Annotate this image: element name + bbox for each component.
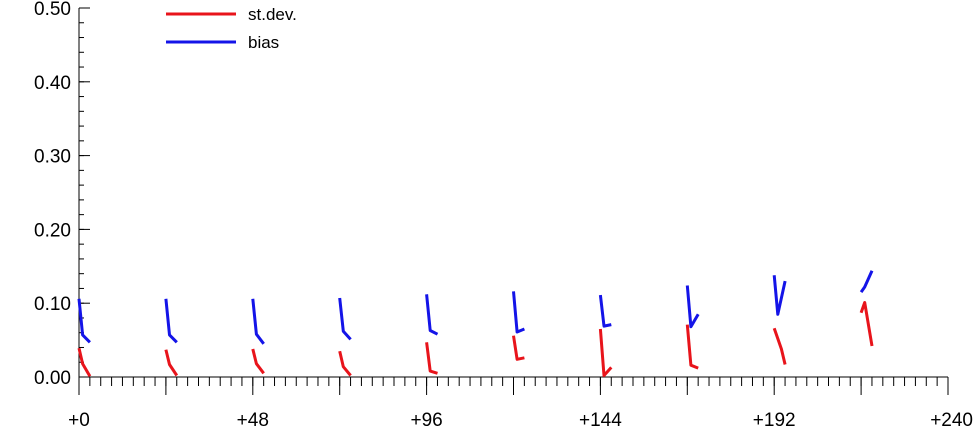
legend-label: st.dev. <box>248 5 297 24</box>
series-segment <box>251 348 265 375</box>
x-tick-label: +240 <box>930 410 973 431</box>
y-tick-label: 0.30 <box>34 147 71 168</box>
series-segment <box>859 301 874 347</box>
series-segment <box>338 297 352 341</box>
y-tick-label: 0.10 <box>34 294 71 315</box>
series-segment <box>598 294 612 328</box>
plot-area <box>77 270 874 378</box>
series-segment <box>859 270 874 293</box>
x-tick-label: +96 <box>410 410 442 431</box>
y-tick-labels: 0.00 0.10 0.20 0.30 0.40 0.50 <box>34 0 71 389</box>
series-bias <box>77 270 874 345</box>
series-segment <box>251 298 265 345</box>
x-tick-label: +144 <box>579 410 622 431</box>
series-segment <box>772 275 787 316</box>
y-tick-label: 0.50 <box>34 0 71 20</box>
x-tick-label: +0 <box>68 410 90 431</box>
axes <box>78 7 949 395</box>
series-segment <box>772 327 787 365</box>
x-tick-labels: +0 +48 +96 +144 +192 +240 <box>68 410 973 431</box>
series-segment <box>598 328 613 377</box>
series-segment <box>77 298 91 344</box>
y-tick-label: 0.00 <box>34 368 71 389</box>
series-segment <box>164 298 178 344</box>
x-tick-label: +192 <box>753 410 796 431</box>
legend-label: bias <box>248 33 279 52</box>
x-major-ticks <box>78 377 949 395</box>
series-stdev <box>77 301 874 378</box>
series-segment <box>338 350 352 377</box>
y-tick-label: 0.40 <box>34 73 71 94</box>
series-segment <box>164 349 179 377</box>
series-segment <box>685 324 699 370</box>
series-segment <box>425 294 439 336</box>
series-segment <box>77 347 92 378</box>
y-major-ticks <box>79 7 90 378</box>
series-segment <box>425 342 438 375</box>
series-segment <box>512 291 525 334</box>
legend: st.dev. bias <box>166 5 297 52</box>
x-tick-label: +48 <box>237 410 269 431</box>
y-tick-label: 0.20 <box>34 220 71 241</box>
series-segment <box>685 285 700 329</box>
series-segment <box>512 335 525 361</box>
